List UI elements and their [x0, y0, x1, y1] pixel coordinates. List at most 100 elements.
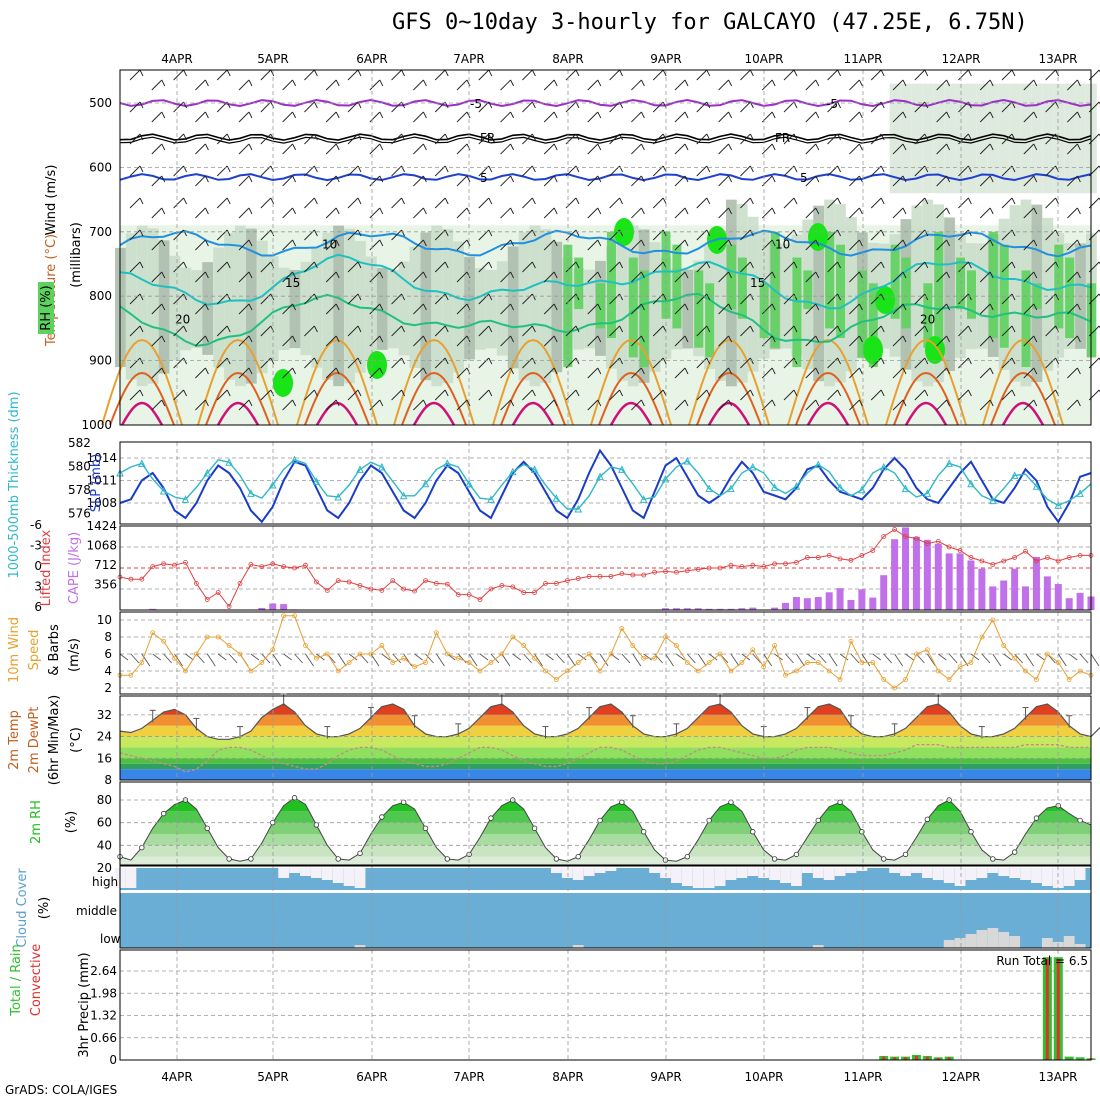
wind-barb	[151, 239, 166, 251]
wind-barb-flag	[619, 389, 624, 397]
wind-barb-10m	[817, 653, 827, 664]
wind-speed-marker	[870, 660, 876, 665]
wind-barb-flag	[466, 239, 471, 247]
cape-bar	[1032, 556, 1040, 610]
wind-barb-flag	[510, 207, 515, 215]
cape-frame	[119, 525, 1092, 611]
wind-barb	[870, 389, 885, 401]
wind-barb-10m	[457, 653, 467, 664]
thickness-marker	[1076, 489, 1084, 497]
precip-convective-bar	[925, 1056, 929, 1060]
wind-barb	[696, 69, 711, 81]
rh-green-patch	[1021, 270, 1031, 368]
wind-barb-10m	[741, 653, 751, 661]
wind-barb-flag	[858, 79, 863, 87]
wind-barb-staff	[173, 229, 184, 241]
wind-barb-staff	[413, 143, 424, 155]
wind-barb-flag	[1033, 335, 1038, 343]
wind-barb	[151, 335, 166, 347]
wind-barb	[173, 133, 188, 145]
wind-barb-flag	[488, 133, 493, 141]
wind-barb-staff	[1023, 239, 1035, 251]
wind-barb-staff	[391, 101, 402, 113]
wind-barb-staff	[391, 165, 402, 177]
wind-barb	[522, 389, 536, 401]
li-marker	[914, 536, 919, 541]
cloud-low-bar	[1009, 936, 1021, 948]
rh-green-patch	[1065, 257, 1075, 339]
wind-barb-flag	[292, 335, 297, 343]
wind-barb-flag	[1055, 229, 1060, 237]
wind-barb-flag	[946, 79, 951, 87]
wind-barb-flag	[379, 335, 384, 343]
cloud-high-bar	[823, 868, 835, 880]
wind-barb	[827, 357, 842, 369]
thickness-marker	[945, 459, 953, 467]
wind-barb-flag	[837, 133, 842, 141]
wind-barb-staff	[849, 143, 860, 155]
isotherm-35	[904, 401, 948, 426]
wind-barb	[282, 271, 297, 283]
wind-barb-staff	[914, 293, 926, 305]
wind-barb-flag	[204, 111, 209, 119]
wind-barb	[478, 357, 493, 369]
wind-barb-flag	[793, 389, 798, 397]
wind-barb-flag	[967, 229, 972, 237]
wind-barb-staff	[674, 271, 686, 283]
wind-barb-staff	[1023, 207, 1035, 219]
temp-axis-label-4: (°C)	[69, 727, 84, 753]
cloud-bg	[120, 866, 1091, 948]
wind-barb-flag	[1033, 399, 1038, 407]
wind-speed-marker	[946, 677, 952, 682]
cape-bar	[858, 589, 866, 610]
wind-barb-flag	[815, 399, 820, 407]
wind-barb-staff	[151, 271, 163, 283]
rh-marker	[750, 829, 756, 835]
wind-barb-staff	[827, 325, 838, 337]
wind-barb-flag	[858, 271, 863, 279]
wind-barb-staff	[1045, 197, 1056, 209]
wind-barb	[369, 111, 384, 123]
wind-barb-staff	[478, 357, 490, 369]
wind-barb-flag	[226, 229, 231, 237]
wind-barb-flag	[597, 143, 602, 151]
cape-bar	[771, 607, 779, 610]
wind-barb-staff	[522, 101, 533, 113]
wind-barb-flag	[422, 207, 427, 215]
wind-barb-staff	[260, 197, 272, 209]
wind-barb	[347, 229, 362, 241]
wind-barb-flag	[640, 271, 645, 279]
wind-speed-marker	[990, 617, 996, 623]
rh-column	[944, 217, 955, 372]
wind-barb-staff	[892, 175, 904, 187]
wind-barb	[369, 303, 384, 315]
wind-barb	[347, 293, 362, 305]
wind-barb	[478, 261, 493, 273]
li-marker	[270, 561, 276, 567]
wind-speed-marker	[957, 664, 963, 670]
cape-bar	[738, 608, 746, 610]
cape-bar	[978, 568, 986, 610]
li-axis-label: Lifted Index	[39, 529, 54, 606]
wind-barb-flag	[880, 357, 885, 365]
wind-barb	[892, 303, 907, 315]
wind-barb-staff	[936, 271, 947, 283]
wind-barb-staff	[740, 389, 751, 401]
wind-barb-staff	[631, 335, 642, 347]
wind-barb	[456, 271, 471, 283]
wind-barb-staff	[870, 101, 882, 113]
wind-barb	[413, 175, 427, 187]
wind-barb	[522, 69, 536, 81]
wind-barb-staff	[718, 271, 729, 283]
wind-barb	[805, 175, 820, 187]
thickness-marker	[1054, 501, 1063, 509]
wind-barb	[369, 143, 384, 155]
date-label-bottom: 12APR	[941, 1070, 980, 1084]
li-marker	[870, 548, 876, 553]
isotherm-30	[990, 371, 1056, 426]
wind-barb	[587, 335, 602, 347]
wind-barb-staff	[282, 303, 293, 315]
wind-barb	[1067, 335, 1081, 347]
wind-barb-staff	[195, 143, 206, 155]
wind-barb-staff	[936, 207, 947, 219]
